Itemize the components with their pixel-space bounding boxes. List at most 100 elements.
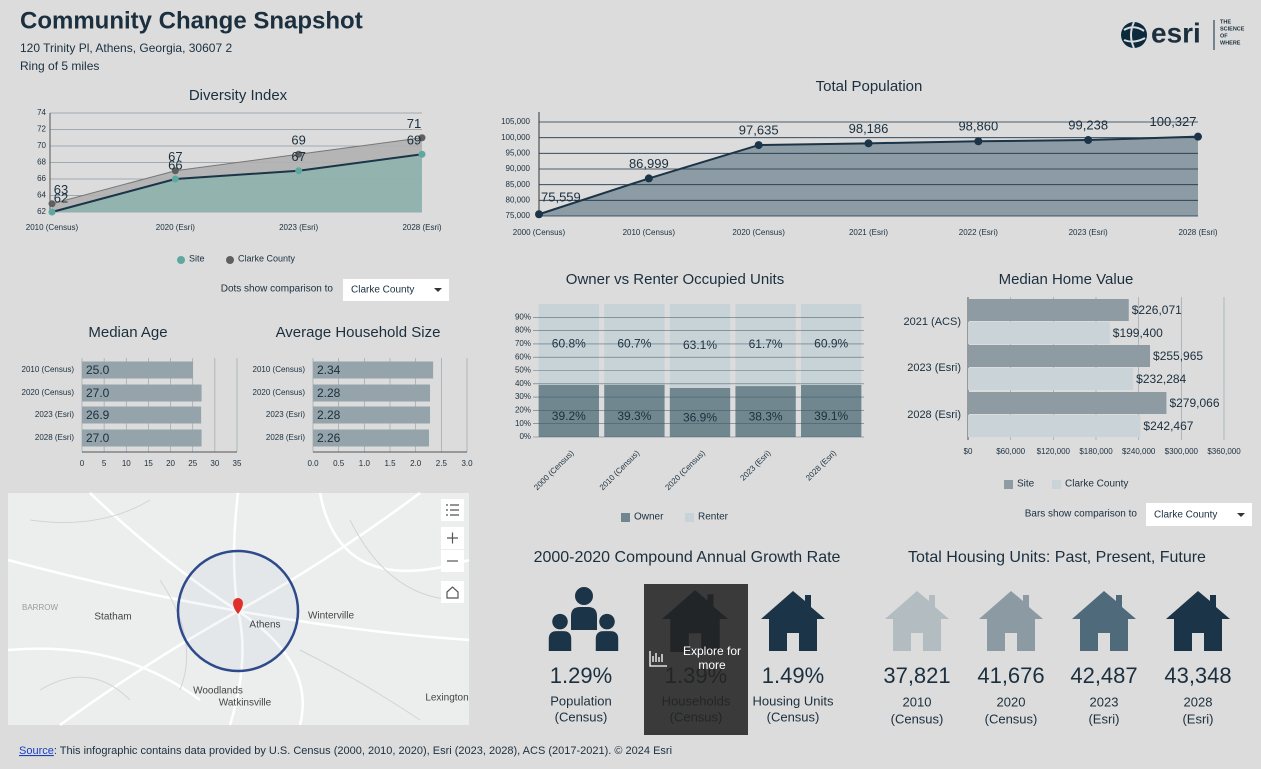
y-tick-label: 2023 (Esri) [266, 410, 305, 419]
chart-title: Average Household Size [276, 324, 441, 341]
data-dot [48, 200, 56, 208]
bar [82, 384, 202, 402]
data-label: $279,066 [1169, 396, 1219, 410]
home-button[interactable] [441, 581, 464, 603]
legend-swatch [685, 513, 694, 522]
bar [82, 429, 202, 447]
x-tick-label: $180,000 [1079, 447, 1113, 456]
series-line [51, 153, 423, 213]
x-tick-label: 2.0 [410, 459, 422, 468]
address: 120 Trinity Pl, Athens, Georgia, 30607 2 [20, 41, 232, 55]
x-tick-label: 2023 (Esri) [738, 448, 772, 482]
zoom-in-icon [447, 532, 458, 544]
bar [313, 429, 430, 447]
data-label: 27.0 [86, 431, 110, 445]
x-tick-label: $300,000 [1165, 447, 1199, 456]
comparison-dropdown[interactable] [343, 279, 449, 301]
dropdown-arrow [434, 288, 442, 292]
bar [968, 392, 1167, 414]
x-tick-label: 0 [80, 459, 85, 468]
bar-segment [735, 304, 796, 387]
x-tick-label: 35 [233, 459, 242, 468]
data-label: 36.9% [683, 411, 717, 425]
map-label: Winterville [308, 611, 355, 622]
x-tick-label: 25 [188, 459, 197, 468]
x-tick-label: 2028 (Esri) [804, 448, 838, 482]
chart-title: Owner vs Renter Occupied Units [566, 271, 784, 288]
y-tick-label: 20% [515, 406, 531, 415]
bar-segment [669, 387, 731, 437]
bar-segment [735, 386, 796, 437]
map-label: Watkinsville [219, 698, 272, 709]
y-tick-label: 2023 (Esri) [907, 362, 961, 374]
legend-icon [446, 504, 459, 516]
data-label: 2.28 [317, 386, 341, 400]
home-icon [446, 586, 459, 599]
x-tick-label: 10 [122, 459, 131, 468]
data-dot [644, 174, 653, 183]
bar [968, 415, 1141, 437]
housing-units-icon [761, 591, 825, 651]
x-tick-label: 5 [102, 459, 107, 468]
comparison-dropdown[interactable] [1146, 503, 1252, 526]
legend-swatch [1004, 480, 1013, 489]
y-tick-label: 2023 (Esri) [35, 410, 74, 419]
growth-label: Housing Units [753, 693, 834, 708]
housing-label: 2020 [997, 694, 1026, 709]
legend-swatch [226, 256, 234, 264]
chart-title: Diversity Index [189, 87, 288, 104]
growth-value: 1.49% [762, 663, 824, 688]
logo-tagline: WHERE [1220, 40, 1241, 46]
y-tick-label: 105,000 [501, 117, 530, 126]
comparison-value: Clarke County [351, 285, 414, 296]
bar [968, 299, 1129, 321]
comparison-value: Clarke County [1154, 510, 1217, 521]
data-label: 66 [168, 157, 182, 172]
housing-label: 2023 [1090, 694, 1119, 709]
bar-segment [604, 384, 665, 437]
logo-wordmark: esri [1151, 17, 1201, 48]
growth-value: 1.29% [550, 663, 612, 688]
x-tick-label: 0.5 [333, 459, 345, 468]
map-label: Lexington [425, 693, 468, 704]
data-label: 2.34 [317, 363, 341, 377]
x-tick-label: 2.5 [436, 459, 448, 468]
legend-label: Site [1017, 479, 1035, 490]
series-area [52, 154, 422, 212]
y-tick-label: 68 [37, 158, 46, 167]
x-tick-label: 2021 (Esri) [849, 228, 888, 237]
housing-value: 37,821 [883, 663, 950, 688]
source-link[interactable]: Source [19, 745, 54, 757]
overlay-box [644, 584, 748, 735]
y-tick-label: 40% [515, 379, 531, 388]
housing-label: 2028 [1184, 694, 1213, 709]
x-tick-label: 0.0 [307, 459, 319, 468]
data-label: 25.0 [86, 363, 110, 377]
growth-label: Population [550, 693, 611, 708]
data-dot [535, 210, 543, 219]
explore-overlay[interactable]: Explore for more [644, 584, 748, 735]
y-tick-label: 60% [515, 352, 531, 361]
y-tick-label: 62 [37, 207, 46, 216]
data-label: 62 [54, 190, 68, 205]
x-tick-label: 3.0 [461, 459, 473, 468]
x-tick-label: $360,000 [1207, 447, 1241, 456]
data-label: 71 [407, 116, 421, 131]
house-icon [1072, 591, 1136, 651]
x-tick-label: 2010 (Census) [598, 448, 642, 492]
y-tick-label: 74 [37, 108, 46, 117]
logo-tagline: SCIENCE [1220, 26, 1245, 32]
x-tick-label: 2000 (Census) [532, 448, 576, 492]
y-tick-label: 50% [515, 366, 531, 375]
population-icon [548, 587, 619, 651]
map[interactable]: BARROW Statham Athens Winterville WoodlandsW… [7, 491, 470, 727]
data-label: 69 [407, 133, 421, 148]
housing-label: 2010 [903, 694, 932, 709]
map-label: Statham [94, 612, 131, 623]
data-dot [171, 167, 179, 175]
house-icon [885, 591, 949, 651]
series-line [51, 137, 423, 205]
x-tick-label: 1.0 [359, 459, 371, 468]
x-tick-label: 15 [144, 459, 153, 468]
logo-globe-lines [1123, 21, 1146, 49]
